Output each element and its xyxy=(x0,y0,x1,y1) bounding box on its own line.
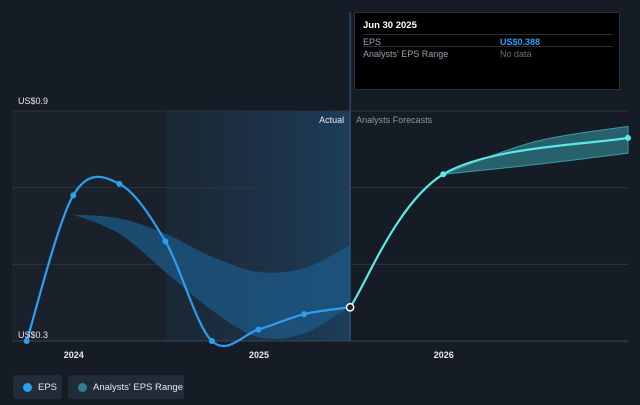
tooltip-eps-value: US$0.388 xyxy=(500,37,541,47)
eps-point xyxy=(162,238,169,245)
legend-range-label: Analysts' EPS Range xyxy=(93,381,183,393)
legend-eps[interactable]: EPS xyxy=(13,375,62,399)
legend-eps-label: EPS xyxy=(38,381,58,393)
eps-dot-icon xyxy=(23,382,32,392)
eps-point xyxy=(116,180,123,187)
analysts-eps-range-band xyxy=(73,214,351,340)
eps-tooltip: Jun 30 2025 EPS US$0.388 Analysts' EPS R… xyxy=(354,12,620,90)
tooltip-row-eps: EPS US$0.388 xyxy=(363,34,613,49)
forecast-range-band xyxy=(443,125,629,175)
forecast-point xyxy=(440,171,447,178)
tooltip-date: Jun 30 2025 xyxy=(363,20,417,31)
y-axis-top-label: US$0.9 xyxy=(18,96,48,106)
x-tick-label: 2025 xyxy=(249,350,269,360)
forecast-point xyxy=(625,134,631,141)
eps-point xyxy=(208,338,215,344)
y-axis-bottom-label: US$0.3 xyxy=(18,330,48,340)
eps-point-selected xyxy=(345,302,355,312)
tooltip-row-range: Analysts' EPS Range No data xyxy=(363,46,613,61)
x-tick-label: 2024 xyxy=(64,350,84,360)
range-dot-icon xyxy=(78,382,87,392)
eps-point xyxy=(255,326,262,333)
x-tick-label: 2026 xyxy=(434,350,454,360)
eps-point xyxy=(70,192,77,199)
forecast-label: Analysts Forecasts xyxy=(356,115,433,125)
actual-label: Actual xyxy=(319,115,344,125)
eps-point xyxy=(301,311,308,318)
eps-point xyxy=(23,338,30,344)
tooltip-range-value: No data xyxy=(500,49,532,59)
eps-series-line xyxy=(25,175,351,348)
tooltip-range-label: Analysts' EPS Range xyxy=(363,49,449,59)
legend-eps-range[interactable]: Analysts' EPS Range xyxy=(68,375,184,399)
tooltip-eps-label: EPS xyxy=(363,37,382,47)
